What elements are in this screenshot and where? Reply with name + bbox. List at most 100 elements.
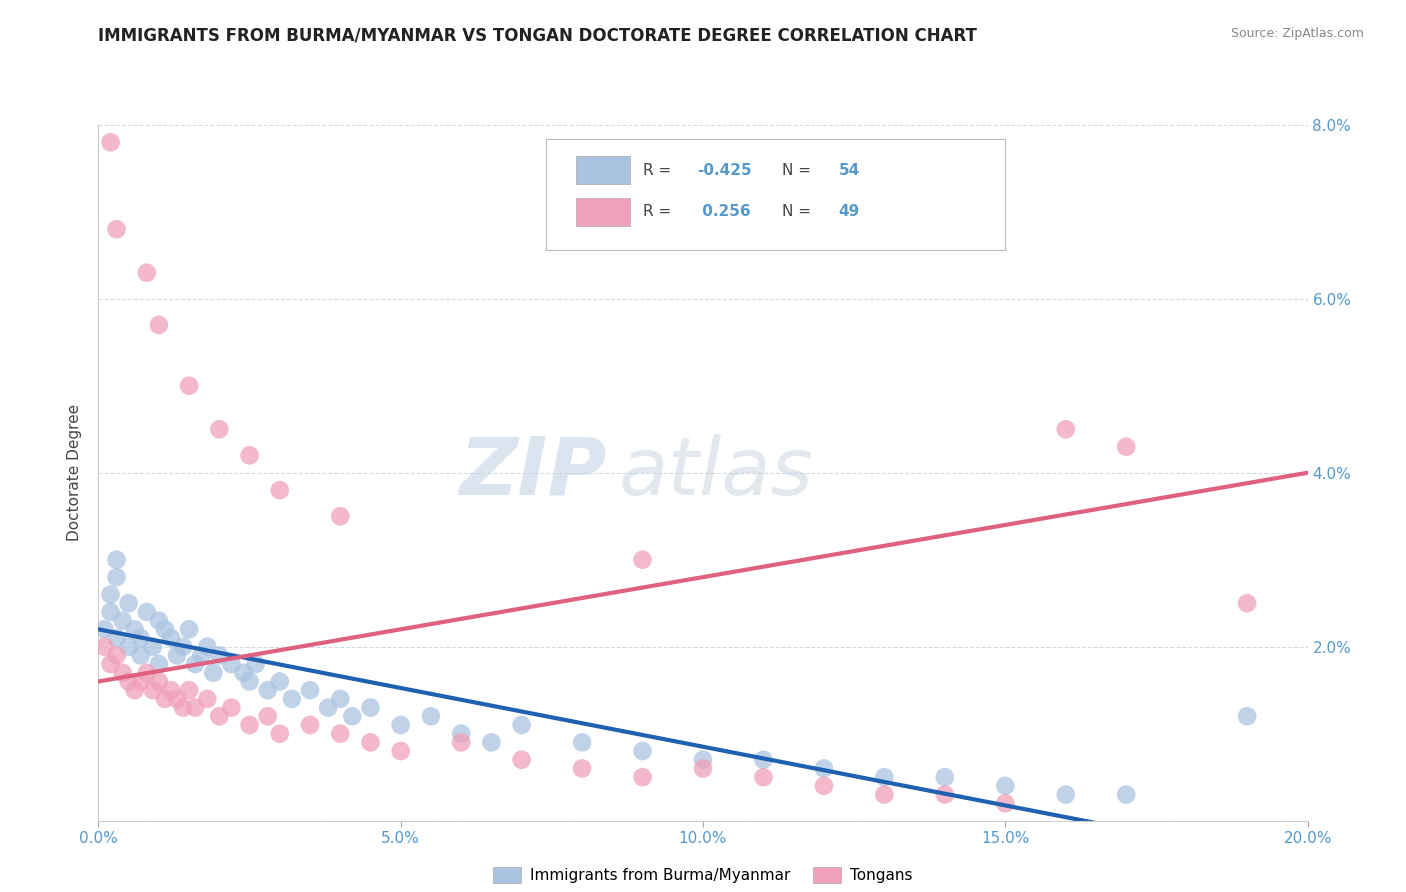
Point [153,623,176,637]
Point [752,753,775,767]
Point [571,735,593,749]
Point [245,657,267,671]
Point [631,552,654,567]
Point [329,726,352,740]
Point [299,718,322,732]
Point [510,718,533,732]
Point [631,744,654,758]
Text: 0.256: 0.256 [697,204,751,219]
Point [873,788,896,802]
Point [118,640,141,654]
Point [179,623,201,637]
Point [389,718,412,732]
Point [172,700,194,714]
Point [105,631,128,645]
Point [631,770,654,784]
Text: IMMIGRANTS FROM BURMA/MYANMAR VS TONGAN DOCTORATE DEGREE CORRELATION CHART: IMMIGRANTS FROM BURMA/MYANMAR VS TONGAN … [98,27,977,45]
Point [329,509,352,524]
Point [166,692,188,706]
Point [1054,788,1077,802]
Point [100,135,122,149]
Point [256,683,278,698]
Text: R =: R = [643,162,676,178]
Point [813,779,835,793]
Point [100,657,122,671]
Point [142,683,165,698]
Point [873,770,896,784]
Point [360,700,382,714]
Point [510,753,533,767]
Point [221,657,243,671]
Point [329,692,352,706]
Point [1236,709,1258,723]
Point [148,657,170,671]
Point [934,788,956,802]
FancyBboxPatch shape [546,139,1005,250]
Text: N =: N = [782,204,815,219]
Point [692,753,714,767]
Point [269,483,291,498]
Point [160,683,183,698]
Point [118,674,141,689]
Text: R =: R = [643,204,676,219]
Point [342,709,364,723]
Text: N =: N = [782,162,815,178]
Point [934,770,956,784]
Point [256,709,278,723]
Point [179,378,201,392]
Text: 49: 49 [838,204,859,219]
Point [105,570,128,584]
Point [124,623,146,637]
Point [299,683,322,698]
Point [129,648,152,663]
Point [1115,440,1137,454]
Point [269,726,291,740]
Point [105,222,128,236]
Point [184,657,207,671]
Point [420,709,443,723]
Point [105,552,128,567]
Point [148,614,170,628]
Point [195,692,218,706]
Point [111,665,134,680]
Point [100,605,122,619]
Legend: Immigrants from Burma/Myanmar, Tongans: Immigrants from Burma/Myanmar, Tongans [488,862,918,889]
Text: ZIP: ZIP [458,434,606,512]
Point [135,266,157,280]
Point [148,318,170,332]
Text: 54: 54 [838,162,859,178]
Point [269,674,291,689]
Point [100,588,122,602]
Point [208,648,231,663]
Point [129,631,152,645]
Point [142,640,165,654]
Point [195,640,218,654]
Point [105,648,128,663]
Point [239,718,262,732]
Text: -0.425: -0.425 [697,162,752,178]
Point [135,665,157,680]
Point [129,674,152,689]
Text: Source: ZipAtlas.com: Source: ZipAtlas.com [1230,27,1364,40]
Point [135,605,157,619]
Point [450,735,472,749]
Point [994,796,1017,810]
Point [148,674,170,689]
FancyBboxPatch shape [576,156,630,184]
Point [118,596,141,610]
Point [239,674,262,689]
Point [221,700,243,714]
Point [360,735,382,749]
Point [153,692,176,706]
Point [813,761,835,775]
Point [752,770,775,784]
Y-axis label: Doctorate Degree: Doctorate Degree [67,404,83,541]
Point [1115,788,1137,802]
Point [166,648,188,663]
Point [239,448,262,462]
Point [172,640,194,654]
Point [208,422,231,436]
Text: atlas: atlas [619,434,813,512]
FancyBboxPatch shape [576,198,630,226]
Point [994,779,1017,793]
